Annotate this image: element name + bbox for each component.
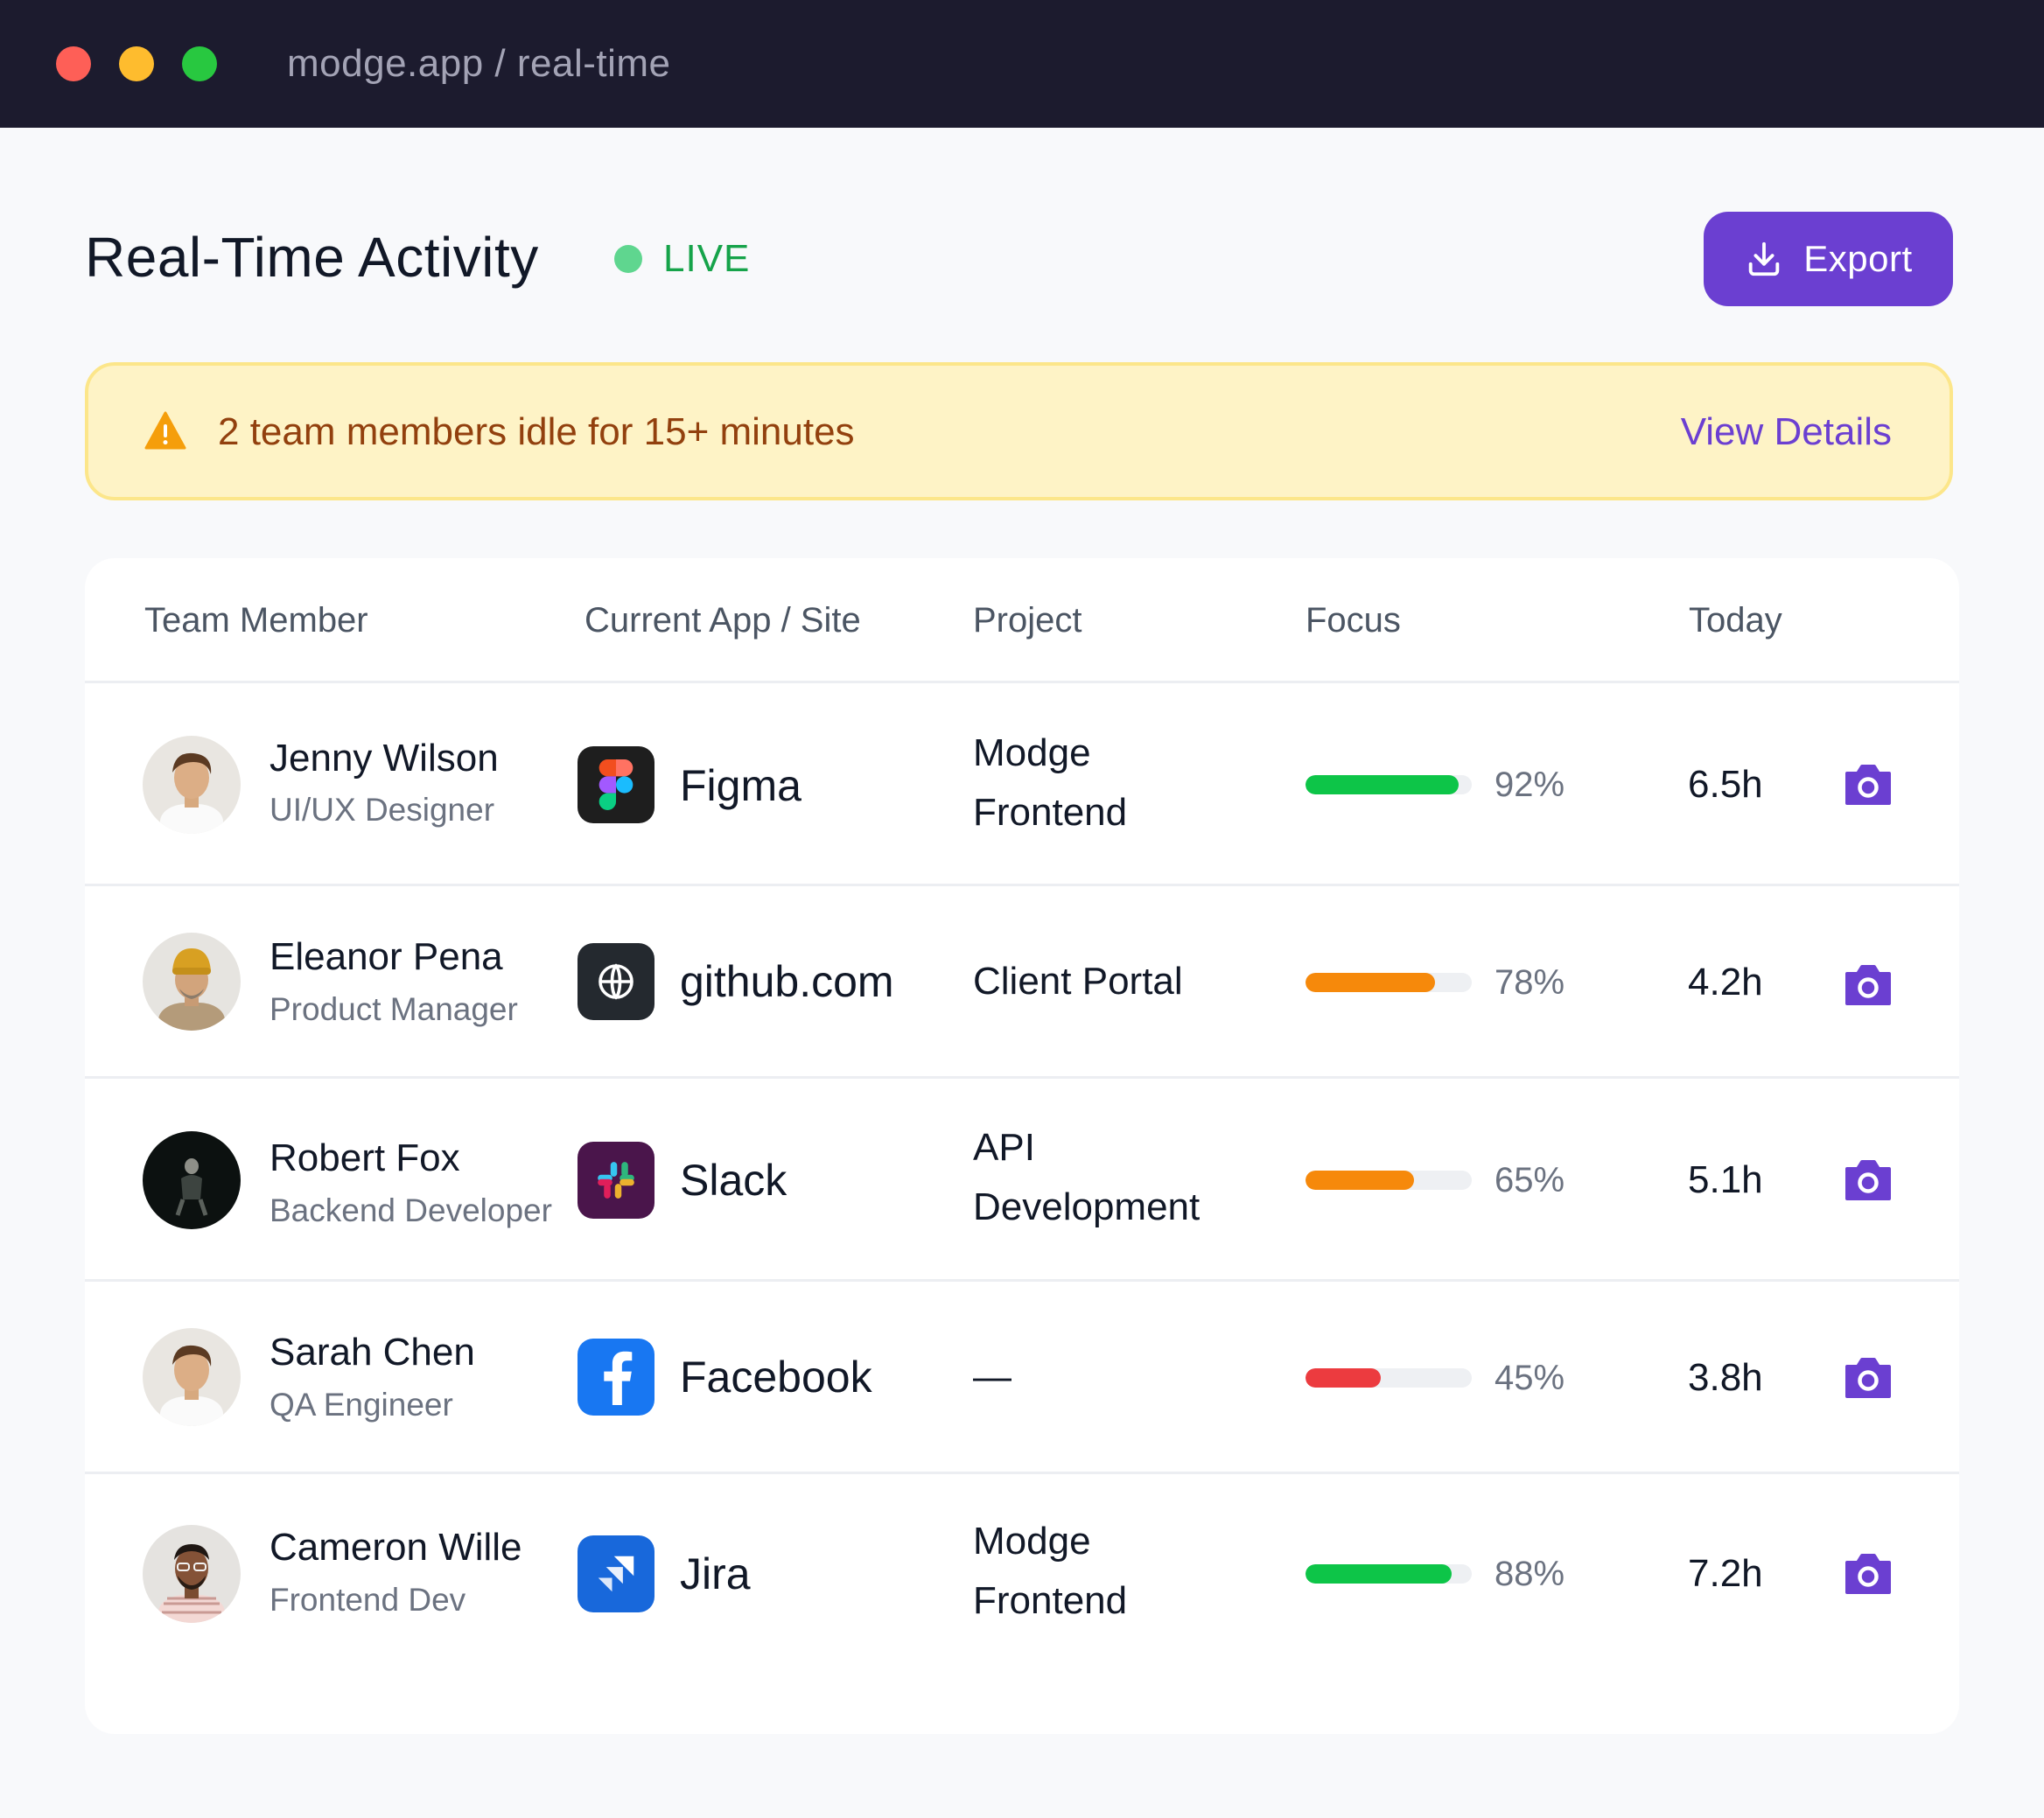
current-app-name: Slack <box>680 1156 788 1205</box>
camera-icon <box>1845 965 1891 1005</box>
avatar <box>143 1131 241 1229</box>
avatar <box>143 736 241 834</box>
live-label: LIVE <box>663 237 751 280</box>
focus-percent: 88% <box>1494 1555 1565 1593</box>
project-line-1: Client Portal <box>973 960 1183 1003</box>
member-name: Cameron Wille <box>270 1526 522 1569</box>
alert-message: 2 team members idle for 15+ minutes <box>218 410 855 453</box>
current-app-name: Figma <box>680 761 802 810</box>
slack-icon <box>578 1142 654 1219</box>
focus-percent: 78% <box>1494 963 1565 1002</box>
window-titlebar: modge.app / real-time <box>0 0 2044 128</box>
focus-bar <box>1306 775 1472 794</box>
page-title: Real-Time Activity <box>85 226 539 289</box>
row-divider <box>85 1472 1959 1474</box>
focus-percent: 92% <box>1494 766 1565 804</box>
warning-icon <box>144 411 186 450</box>
screenshot-camera-button[interactable] <box>1844 1158 1893 1202</box>
view-details-link[interactable]: View Details <box>1680 410 1892 453</box>
project-line-2: Frontend <box>973 1579 1128 1622</box>
camera-icon <box>1845 765 1891 805</box>
column-header-project: Project <box>973 601 1082 640</box>
avatar <box>143 1328 241 1426</box>
member-role: UI/UX Designer <box>270 792 495 828</box>
activity-table: Team Member Current App / Site Project F… <box>85 558 1959 1734</box>
minimize-window-button[interactable] <box>119 46 154 81</box>
column-header-current-app: Current App / Site <box>584 601 861 640</box>
idle-alert-banner: 2 team members idle for 15+ minutes View… <box>85 362 1953 500</box>
camera-icon <box>1845 1358 1891 1398</box>
column-header-today: Today <box>1689 601 1782 640</box>
focus-percent: 65% <box>1494 1161 1565 1199</box>
table-row[interactable]: Jenny Wilson UI/UX Designer Figma Modge F… <box>85 683 1959 886</box>
today-hours: 3.8h <box>1688 1356 1763 1399</box>
today-hours: 6.5h <box>1688 763 1763 806</box>
column-header-focus: Focus <box>1306 601 1401 640</box>
project-line-2: Frontend <box>973 791 1128 834</box>
member-role: QA Engineer <box>270 1387 453 1423</box>
table-row[interactable]: Robert Fox Backend Developer Slack API De… <box>85 1079 1959 1282</box>
jira-icon <box>578 1535 654 1612</box>
focus-percent: 45% <box>1494 1359 1565 1397</box>
today-hours: 7.2h <box>1688 1552 1763 1595</box>
current-app-name: github.com <box>680 957 894 1006</box>
project-line-1: Modge <box>973 731 1091 774</box>
focus-bar-fill <box>1306 973 1436 992</box>
avatar <box>143 1525 241 1623</box>
row-divider <box>85 884 1959 886</box>
export-button[interactable]: Export <box>1704 212 1953 306</box>
screenshot-camera-button[interactable] <box>1844 1552 1893 1596</box>
today-hours: 4.2h <box>1688 961 1763 1003</box>
screenshot-camera-button[interactable] <box>1844 963 1893 1007</box>
table-row[interactable]: Eleanor Pena Product Manager github.com … <box>85 886 1959 1079</box>
member-name: Jenny Wilson <box>270 737 499 780</box>
figma-icon <box>578 746 654 823</box>
member-name: Sarah Chen <box>270 1331 475 1374</box>
table-row[interactable]: Cameron Wille Frontend Dev Jira Modge Fro… <box>85 1474 1959 1675</box>
focus-bar-fill <box>1306 1171 1414 1190</box>
project-line-1: — <box>973 1355 1012 1398</box>
current-app-name: Facebook <box>680 1353 872 1402</box>
column-header-team-member: Team Member <box>144 601 368 640</box>
focus-bar <box>1306 973 1472 992</box>
maximize-window-button[interactable] <box>182 46 217 81</box>
close-window-button[interactable] <box>56 46 91 81</box>
project-line-1: Modge <box>973 1520 1091 1563</box>
member-role: Frontend Dev <box>270 1582 466 1618</box>
project-line-2: Development <box>973 1185 1200 1228</box>
globe-icon <box>578 943 654 1020</box>
camera-icon <box>1845 1554 1891 1594</box>
screenshot-camera-button[interactable] <box>1844 763 1893 807</box>
member-name: Robert Fox <box>270 1136 460 1179</box>
project-name: Modge Frontend <box>973 724 1288 843</box>
focus-bar-fill <box>1306 1564 1452 1584</box>
row-divider <box>85 1279 1959 1282</box>
row-divider <box>85 1076 1959 1079</box>
project-name: API Development <box>973 1118 1288 1237</box>
project-name: Modge Frontend <box>973 1512 1288 1631</box>
focus-bar-fill <box>1306 775 1459 794</box>
current-app-name: Jira <box>680 1549 751 1598</box>
focus-bar <box>1306 1171 1472 1190</box>
avatar <box>143 933 241 1031</box>
project-name: — <box>973 1347 1288 1407</box>
table-row[interactable]: Sarah Chen QA Engineer Facebook — 45% 3.… <box>85 1282 1959 1474</box>
focus-bar <box>1306 1564 1472 1584</box>
focus-bar <box>1306 1368 1472 1388</box>
live-indicator-dot <box>614 245 642 273</box>
member-name: Eleanor Pena <box>270 935 503 978</box>
project-line-1: API <box>973 1126 1035 1169</box>
export-button-label: Export <box>1803 238 1913 279</box>
today-hours: 5.1h <box>1688 1158 1763 1201</box>
window-url: modge.app / real-time <box>287 42 671 85</box>
project-name: Client Portal <box>973 952 1288 1011</box>
focus-bar-fill <box>1306 1368 1381 1388</box>
download-icon <box>1749 241 1780 276</box>
table-header-divider <box>85 681 1959 683</box>
member-role: Product Manager <box>270 991 518 1027</box>
facebook-icon <box>578 1339 654 1416</box>
member-role: Backend Developer <box>270 1192 552 1228</box>
screenshot-camera-button[interactable] <box>1844 1356 1893 1400</box>
camera-icon <box>1845 1160 1891 1200</box>
